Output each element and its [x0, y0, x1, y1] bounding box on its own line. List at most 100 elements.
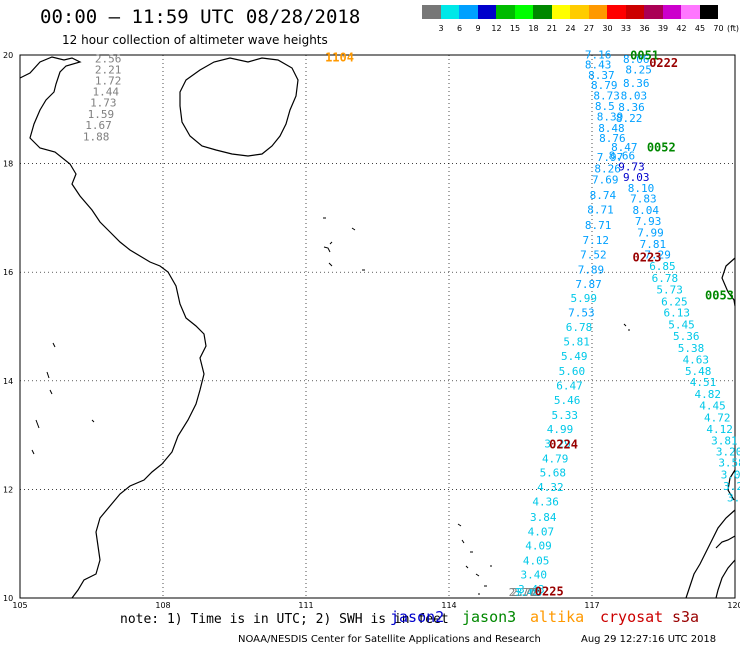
- colorbar-swatch: [551, 5, 570, 19]
- lat-tick-label: 18: [3, 160, 13, 169]
- paracel-islands: [323, 217, 365, 271]
- lat-tick-label: 20: [3, 51, 13, 60]
- wave-height-value: 8.71: [587, 204, 614, 217]
- observation-values: 2.562.211.721.441.731.591.671.88 7.168.43…: [83, 48, 740, 599]
- wave-height-value: 8.10: [628, 182, 655, 195]
- colorbar-label: 33: [620, 24, 632, 33]
- wave-height-value: 6.78: [652, 272, 679, 285]
- note-text: note: 1) Time is in UTC; 2) SWH is in fe…: [120, 612, 449, 627]
- pass-time-label: 1104: [325, 51, 354, 65]
- lat-tick-label: 14: [3, 377, 13, 386]
- wave-height-value: 8.25: [625, 63, 652, 76]
- lon-tick-label: 108: [155, 601, 170, 610]
- wave-height-value: 8.79: [591, 79, 618, 92]
- coastlines: [19, 56, 736, 599]
- colorbar-swatch: [588, 5, 607, 19]
- lon-tick-label: 111: [298, 601, 313, 610]
- colorbar-label: 12: [491, 24, 502, 33]
- wave-height-value: 7.12: [582, 234, 609, 247]
- legend-cryosat: cryosat: [600, 608, 664, 626]
- legend-jason2: jason2: [390, 608, 445, 626]
- pass-time-label: 0052: [647, 141, 676, 155]
- legend-s3a: s3a: [672, 608, 700, 626]
- colorbar-swatch: [422, 5, 441, 19]
- wave-height-value: 4.51: [690, 376, 717, 389]
- pass-time-label: 0223: [633, 250, 662, 264]
- wave-height-value: 3.58: [718, 457, 740, 470]
- colorbar-label: 70: [713, 24, 724, 33]
- colorbar-swatch: [681, 5, 700, 19]
- wave-height-value: 9.03: [623, 171, 650, 184]
- wave-height-value: 8.36: [623, 77, 650, 90]
- wave-height-value: 7.83: [630, 193, 657, 206]
- lat-tick-label: 16: [3, 268, 13, 277]
- wave-height-value: 4.07: [528, 526, 555, 539]
- colorbar-label: 24: [565, 24, 576, 33]
- spratly-islands: [31, 323, 630, 595]
- wave-height-value: 7.99: [637, 226, 664, 239]
- colorbar-swatch: [496, 5, 515, 19]
- wave-height-value: 5.38: [678, 342, 705, 355]
- wave-height-value: 1.44: [92, 86, 119, 99]
- wave-height-value: 5.99: [571, 292, 598, 305]
- wave-height-value: 1.72: [95, 74, 122, 87]
- colorbar-unit: (ft): [726, 24, 740, 33]
- colorbar-swatch: [477, 5, 496, 19]
- wave-height-value: 1.67: [85, 119, 112, 132]
- map-frame: [19, 54, 736, 599]
- wave-height-value: 3.84: [530, 511, 557, 524]
- wave-height-value: 5.33: [551, 409, 578, 422]
- pass-time-label: 0051: [630, 48, 659, 62]
- wave-height-value: 4.05: [523, 554, 550, 567]
- wave-height-value: 5.73: [656, 283, 683, 296]
- wave-height-value: 6.85: [649, 260, 676, 273]
- wave-height-value: 4.36: [532, 496, 559, 509]
- colorbar-label: 27: [583, 24, 595, 33]
- lat-lon-grid: 105 108 111 114 117 120 20 18 16 14 12 10: [3, 51, 740, 610]
- wave-height-value: 6.25: [661, 295, 688, 308]
- pass-time-label: 0224: [549, 438, 578, 452]
- footer-agency: NOAA/NESDIS Center for Satellite Applica…: [238, 634, 541, 645]
- wave-height-value: 2.56: [95, 53, 122, 66]
- wave-height-value: 7.52: [580, 249, 607, 262]
- wave-height-value: 8.06: [623, 53, 650, 66]
- colorbar-label: 15: [509, 24, 521, 33]
- footer-timestamp: Aug 29 12:27:16 UTC 2018: [581, 634, 717, 645]
- wave-height-value: 7.87: [575, 278, 602, 291]
- wave-height-value: 4.82: [694, 388, 721, 401]
- lat-tick-label: 10: [3, 594, 13, 603]
- wave-height-value: 8.66: [609, 149, 636, 162]
- wave-height-value: 8.73: [593, 90, 620, 103]
- legend-jason3: jason3: [462, 608, 517, 626]
- wave-height-value: 5.81: [563, 336, 590, 349]
- wave-height-value: 9.73: [618, 161, 645, 174]
- wave-height-value: 7.97: [597, 151, 624, 164]
- wave-height-value: 8.43: [585, 59, 612, 72]
- wave-height-value: 6.78: [566, 321, 593, 334]
- colorbar-swatch: [440, 5, 459, 19]
- colorbar-swatch: [607, 5, 626, 19]
- wave-height-value: 5.49: [561, 350, 588, 363]
- wave-height-value: 8.71: [585, 219, 612, 232]
- wave-height-value: 6.47: [556, 379, 583, 392]
- colorbar-swatch: [459, 5, 478, 19]
- legend-altika: altika: [530, 608, 585, 626]
- wave-height-value: 8.04: [633, 204, 660, 217]
- wave-height-value: 3.20: [716, 446, 740, 459]
- pass-time-label: 0053: [705, 288, 734, 302]
- wave-height-value: 3.: [727, 491, 740, 504]
- hainan-island: [179, 57, 299, 157]
- colorbar-label: 36: [639, 24, 650, 33]
- page-title: 00:00 – 11:59 UTC 08/28/2018: [40, 6, 361, 28]
- colorbar-label: 42: [676, 24, 687, 33]
- wave-height-value: 8.26: [594, 162, 621, 175]
- wave-height-value: 8.22: [616, 112, 643, 125]
- wave-height-value: 8.76: [599, 132, 626, 145]
- wave-height-value: 7.89: [578, 263, 605, 276]
- vietnam-coastline: [19, 56, 207, 599]
- wave-height-value: 4.79: [542, 452, 569, 465]
- wave-height-value: 5.68: [540, 466, 567, 479]
- wave-height-value: 7.69: [592, 174, 619, 187]
